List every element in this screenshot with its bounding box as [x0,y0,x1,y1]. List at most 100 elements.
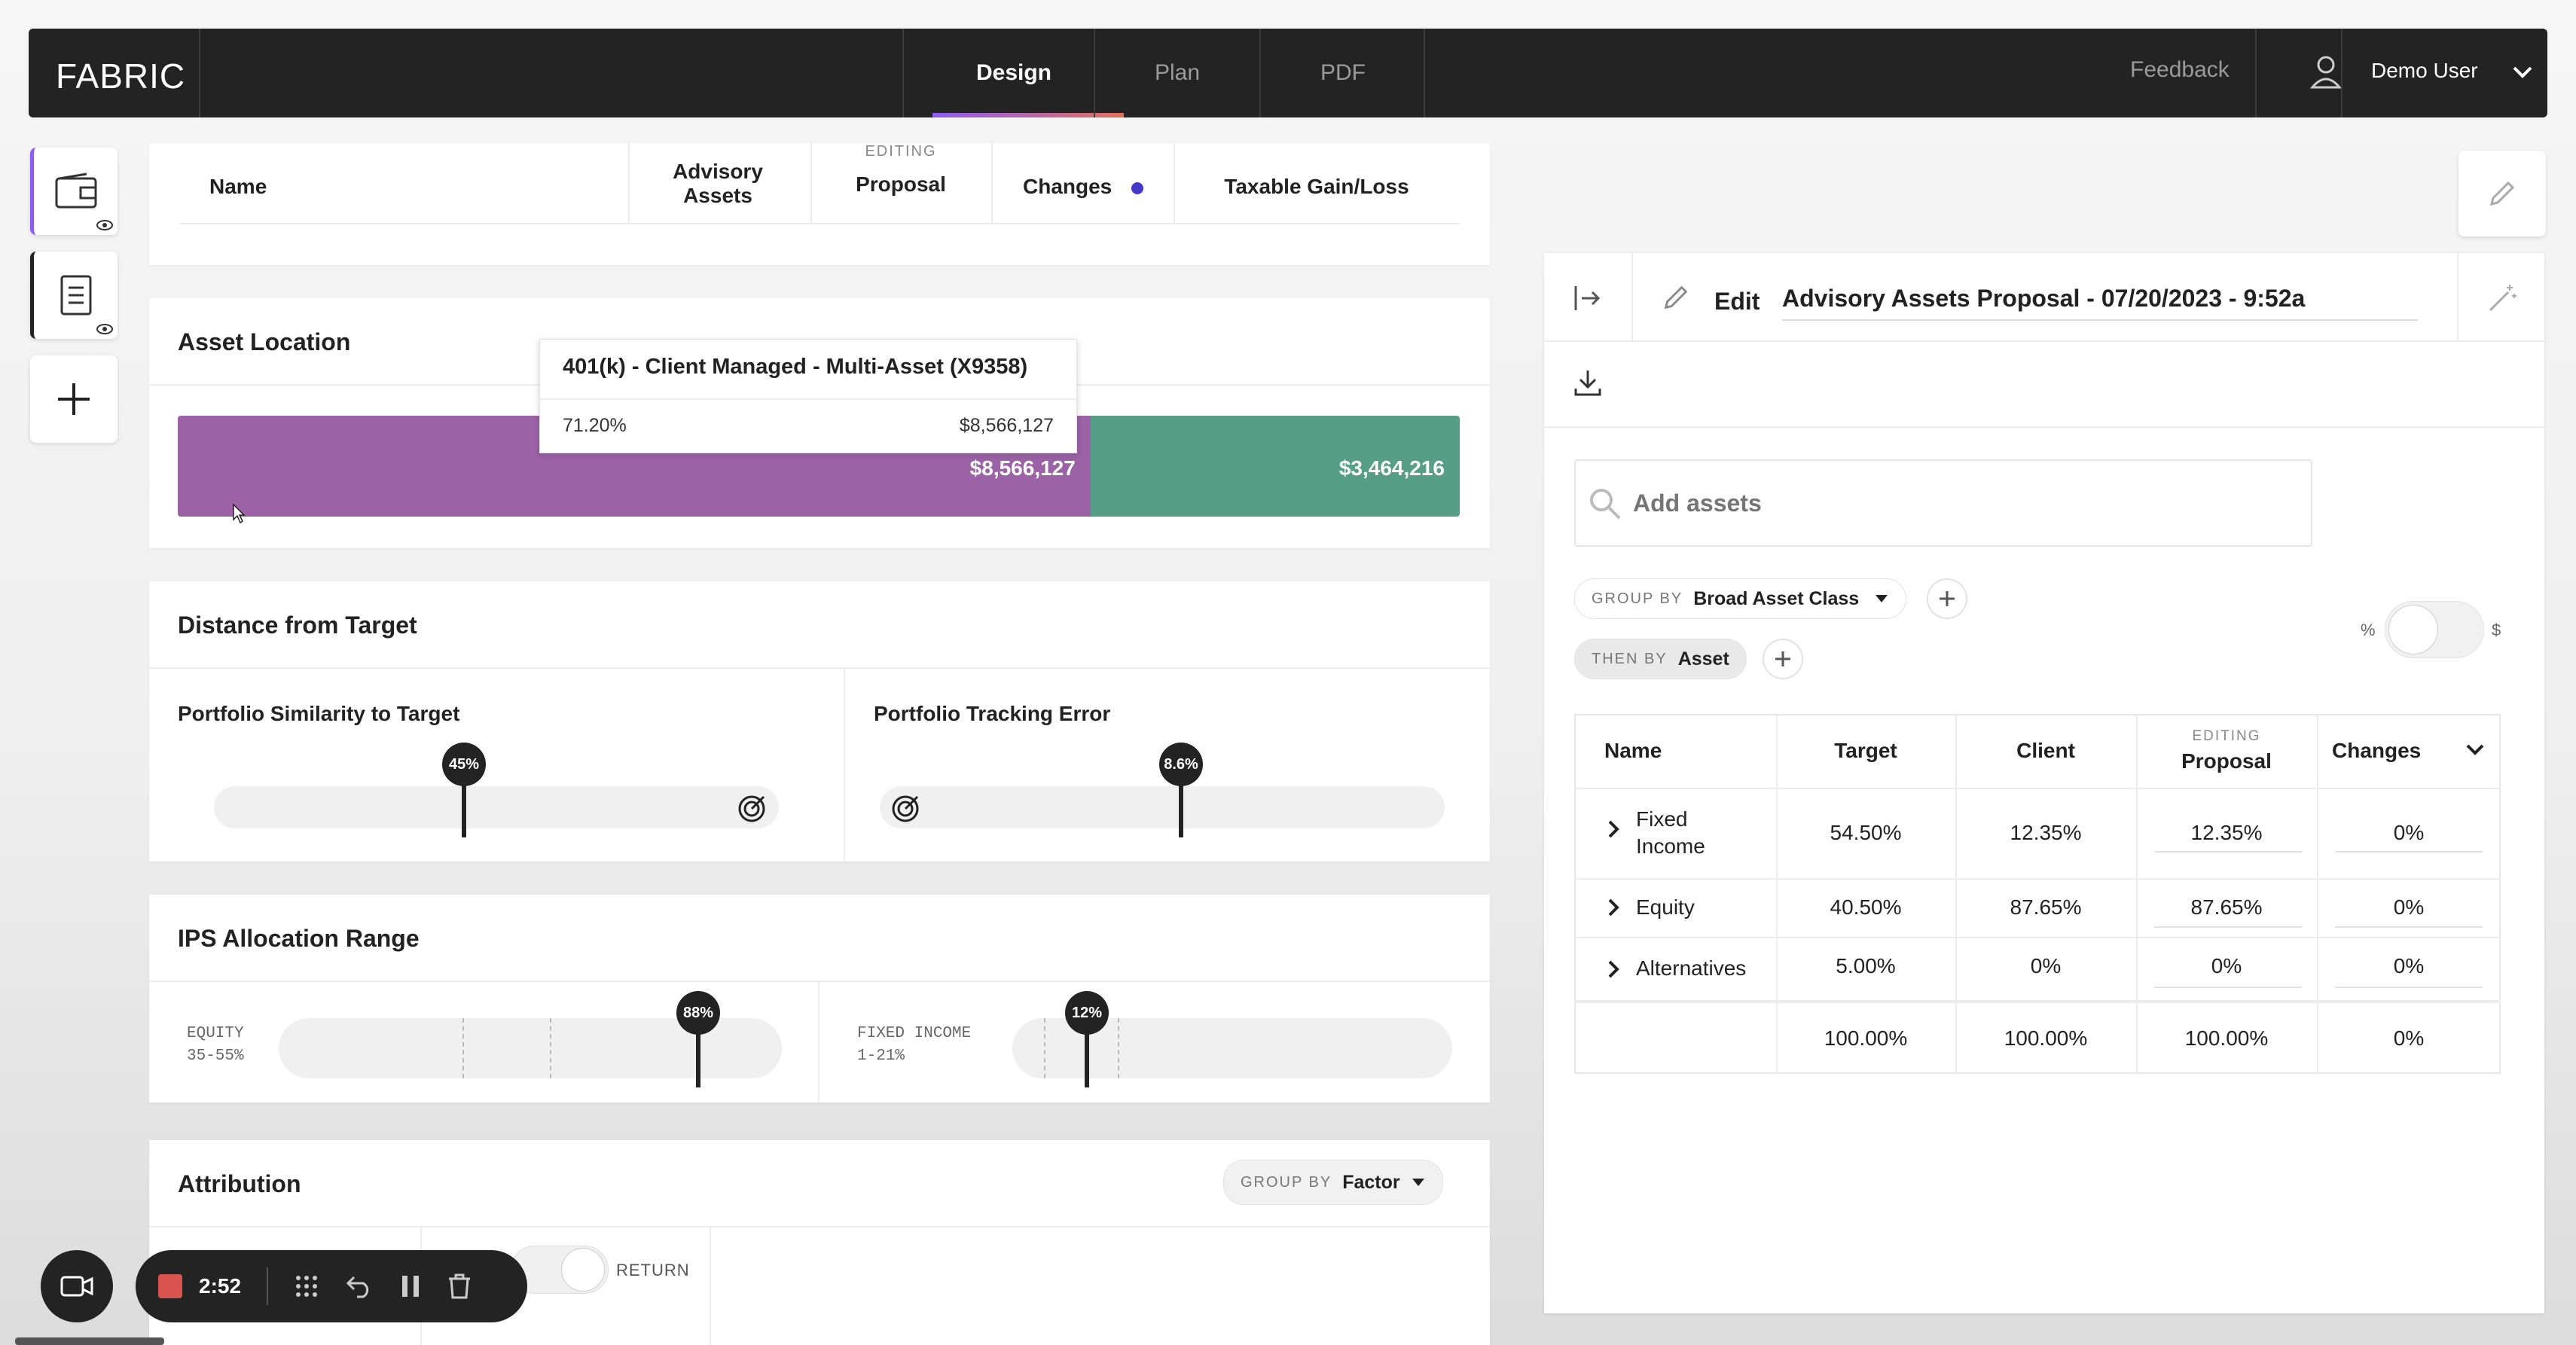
header-text: Proposal [2181,749,2272,773]
divider [149,667,1490,669]
section-title: Distance from Target [178,612,417,639]
camera-toggle-button[interactable] [41,1250,113,1322]
tab-pdf[interactable]: PDF [1320,60,1366,85]
download-icon[interactable] [1573,368,1603,398]
add-group-button[interactable] [1927,578,1967,619]
search-input[interactable] [1633,483,2281,523]
col-header-client[interactable]: Client [2016,739,2075,762]
attribution-group-by-select[interactable]: GROUP BY Factor [1223,1160,1443,1205]
divider [2255,29,2257,117]
col-header-taxable-gain-loss[interactable]: Taxable Gain/Loss [1224,175,1409,198]
edit-label: Edit [1714,288,1760,315]
target-value: 5.00% [1836,954,1896,977]
range-min-marker [1044,1018,1045,1078]
divider [991,143,993,223]
client-value: 87.65% [2010,895,2082,919]
target-value: 54.50% [1830,821,1902,844]
col-header-changes[interactable]: Changes [2332,739,2422,762]
total-client: 100.00% [2004,1026,2088,1050]
toggle-knob [561,1248,605,1292]
divider [267,1267,269,1305]
divider [1574,1000,2501,1003]
proposal-input[interactable]: 0% [2211,954,2242,977]
col-header-advisory-assets[interactable]: Advisory Assets [661,160,774,208]
then-by-select[interactable]: THEN BY Asset [1574,639,1747,679]
col-header-name[interactable]: Name [209,175,267,198]
col-header-name[interactable]: Name [1604,739,1662,762]
similarity-pin [462,779,466,837]
grid-icon[interactable] [294,1273,319,1299]
percent-dollar-toggle[interactable] [2385,601,2484,658]
col-header-target[interactable]: Target [1834,739,1897,762]
fixed-income-value-badge: 12% [1065,991,1109,1035]
row-name-alternatives[interactable]: Alternatives [1636,956,1747,980]
tooltip-percent: 71.20% [563,415,627,436]
name-text: Income [1636,834,1705,858]
range-text: 1-21% [857,1048,905,1065]
proposal-input[interactable]: 87.65% [2190,895,2263,919]
stop-recording-button[interactable] [158,1274,182,1298]
bar-value-label: $3,464,216 [1338,456,1445,480]
group-by-select[interactable]: GROUP BY Broad Asset Class [1574,578,1907,619]
changes-input[interactable]: 0% [2393,821,2425,844]
pencil-icon [1660,282,1692,313]
divider [810,143,812,223]
divider [1574,937,2501,938]
user-menu-name[interactable]: Demo User [2371,59,2478,82]
equity-range-label: EQUITY 35-55% [187,1023,244,1068]
divider [1094,29,1095,117]
divider [1574,788,2501,789]
user-icon[interactable] [2303,50,2349,95]
pause-icon[interactable] [401,1274,420,1298]
tab-plan[interactable]: Plan [1154,60,1201,85]
pencil-icon [2486,177,2519,210]
group-by-label: GROUP BY [1241,1173,1332,1191]
active-tab-indicator [932,113,1124,117]
divider [1955,714,1957,1074]
proposal-input[interactable]: 12.35% [2190,821,2263,844]
col-header-proposal[interactable]: EDITING Proposal [2136,714,2317,788]
col-header-proposal[interactable]: EDITING Proposal [827,143,975,197]
range-max-marker [1118,1018,1119,1078]
trash-icon[interactable] [447,1273,472,1300]
divider [1259,29,1261,117]
editing-label: EDITING [865,143,937,160]
tracking-error-label: Portfolio Tracking Error [874,702,1111,725]
similarity-label: Portfolio Similarity to Target [178,702,460,725]
chevron-right-icon[interactable] [1607,819,1619,839]
row-name-fixed-income[interactable]: Fixed Income [1636,806,1705,860]
changes-input[interactable]: 0% [2393,895,2425,919]
timeline-scrubber[interactable] [15,1337,164,1345]
recording-timer: 2:52 [199,1274,242,1298]
chevron-down-icon[interactable] [2465,741,2486,758]
app-logo[interactable]: FABRIC [56,56,186,96]
chevron-down-icon[interactable] [2511,63,2534,81]
edit-mode-button[interactable] [2458,151,2546,236]
target-value: 40.50% [1830,895,1902,919]
proposal-name-input[interactable]: Advisory Assets Proposal - 07/20/2023 - … [1782,285,2418,321]
group-by-label: GROUP BY [1592,590,1683,607]
col-header-changes[interactable]: Changes [1023,175,1144,199]
tab-design[interactable]: Design [975,60,1052,85]
percent-label: % [2361,621,2376,639]
feedback-link[interactable]: Feedback [2130,57,2230,82]
tracking-error-track [880,786,1445,828]
add-view-button[interactable] [30,355,118,443]
return-label: RETURN [616,1261,690,1279]
chevron-right-icon[interactable] [1607,959,1619,979]
divider [710,1226,711,1345]
wallet-view-button[interactable] [30,148,118,235]
document-view-button[interactable] [30,252,118,339]
chevron-right-icon[interactable] [1607,898,1619,917]
bar-segment-other[interactable]: $3,464,216 [1090,416,1460,517]
collapse-panel-icon[interactable] [1573,283,1603,313]
add-assets-search[interactable] [1574,459,2312,547]
divider [540,398,1076,400]
undo-icon[interactable] [346,1274,374,1298]
mouse-cursor [232,503,246,524]
row-name-equity[interactable]: Equity [1636,895,1695,919]
magic-wand-icon[interactable] [2486,282,2519,315]
allocation-table: Name Target Client EDITING Proposal Chan… [1574,714,2501,1321]
changes-input[interactable]: 0% [2393,954,2425,977]
add-then-by-button[interactable] [1763,639,1803,679]
